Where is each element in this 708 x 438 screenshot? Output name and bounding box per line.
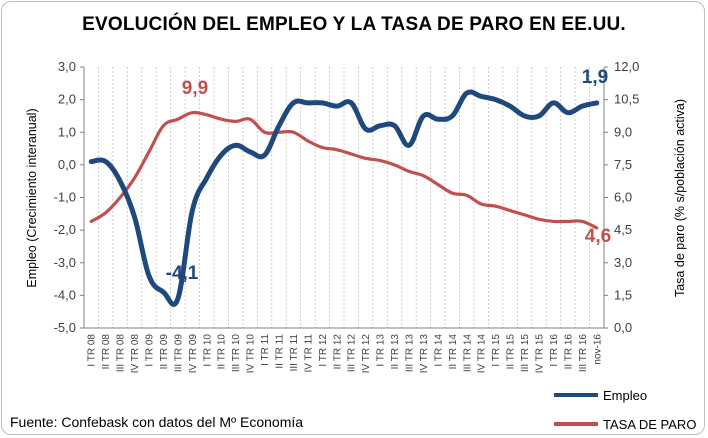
y2-axis-label: Tasa de paro (% s/población activa) <box>673 99 687 297</box>
x-tick-label: IV TR 08 <box>130 334 141 374</box>
annotation-paro-last: 4,6 <box>585 226 611 247</box>
legend: Empleo TASA DE PARO <box>554 388 696 432</box>
source-note: Fuente: Confebask con datos del Mº Econo… <box>10 414 304 430</box>
x-tick-label: II TR 13 <box>390 334 401 370</box>
y2-tick-label: 7,5 <box>614 157 632 172</box>
y-tick-label: -4,0 <box>54 287 76 302</box>
series-lines <box>88 89 600 307</box>
y2-tick-label: 1,5 <box>614 287 632 302</box>
x-tick-label: II TR 09 <box>159 334 170 370</box>
series-line-empleo <box>88 89 600 307</box>
y-tick-label: 1,0 <box>58 124 76 139</box>
x-tick-label: I TR 16 <box>549 334 560 367</box>
x-tick-label: IV TR 12 <box>361 334 372 374</box>
x-tick-label: III TR 16 <box>578 334 589 373</box>
annotation-empleo-last: 1,9 <box>582 67 608 88</box>
y-tick-label: -1,0 <box>54 190 76 205</box>
x-tick-label: IV TR 11 <box>303 334 314 373</box>
x-tick-label: III TR 13 <box>405 334 416 373</box>
y-tick-label: 2,0 <box>58 92 76 107</box>
x-tick-label: II TR 16 <box>563 334 574 370</box>
y2-tick-label: 10,5 <box>614 92 639 107</box>
x-tick-label: III TR 08 <box>116 334 127 373</box>
x-tick-label: II TR 08 <box>101 334 112 370</box>
y-tick-label: 3,0 <box>58 59 76 74</box>
x-tick-label: I TR 08 <box>87 334 98 367</box>
x-tick-label: I TR 11 <box>260 334 271 366</box>
x-tick-label: II TR 12 <box>332 334 343 370</box>
x-tick-label: IV TR 14 <box>477 334 488 374</box>
y2-tick-label: 4,5 <box>614 222 632 237</box>
series-line-paro <box>89 110 599 230</box>
y-axis-label: Empleo (Crecimiento interanual) <box>25 108 39 287</box>
y2-tick-label: 0,0 <box>614 320 632 335</box>
x-tick-label: III TR 15 <box>520 334 531 373</box>
y-tick-label: 0,0 <box>58 157 76 172</box>
annotations: 9,9 -4,1 1,9 4,6 <box>166 67 612 284</box>
x-tick-label: IV TR 13 <box>419 334 430 374</box>
annotation-paro-max: 9,9 <box>182 78 208 99</box>
right-axis-ticks: 12,0 10,5 9,0 7,5 6,0 4,5 3,0 1,5 0,0 <box>604 59 639 335</box>
x-tick-label: III TR 11 <box>289 334 300 372</box>
y-tick-label: -2,0 <box>54 222 76 237</box>
x-tick-label: IV TR 15 <box>535 334 546 374</box>
legend-label-paro: TASA DE PARO <box>603 417 696 432</box>
y2-tick-label: 9,0 <box>614 124 632 139</box>
left-axis-ticks: 3,0 2,0 1,0 0,0 -1,0 -2,0 -3,0 -4,0 -5,0 <box>54 59 84 335</box>
x-tick-label: IV TR 10 <box>246 334 257 374</box>
x-tick-label: II TR 14 <box>448 334 459 370</box>
chart-title: EVOLUCIÓN DEL EMPLEO Y LA TASA DE PARO E… <box>82 14 626 35</box>
y2-tick-label: 6,0 <box>614 190 632 205</box>
x-tick-label: IV TR 09 <box>188 334 199 374</box>
x-tick-label: III TR 14 <box>462 334 473 373</box>
y-tick-label: -5,0 <box>54 320 76 335</box>
x-tick-label: I TR 13 <box>376 334 387 367</box>
x-tick-label: I TR 12 <box>318 334 329 367</box>
y2-tick-label: 3,0 <box>614 255 632 270</box>
y-tick-label: -3,0 <box>54 255 76 270</box>
x-tick-label: II TR 15 <box>506 334 517 370</box>
x-tick-label: III TR 10 <box>231 334 242 373</box>
y2-tick-label: 12,0 <box>614 59 639 74</box>
x-tick-label: III TR 09 <box>173 334 184 373</box>
annotation-empleo-min: -4,1 <box>166 263 199 284</box>
x-tick-label: nov-16 <box>592 334 603 365</box>
x-tick-label: II TR 11 <box>275 334 286 369</box>
x-tick-label: I TR 15 <box>491 334 502 367</box>
x-tick-label: II TR 10 <box>217 334 228 370</box>
x-tick-label: III TR 12 <box>347 334 358 373</box>
x-axis-ticks: I TR 08 II TR 08 III TR 08 IV TR 08 I TR 09 I… <box>87 334 604 374</box>
x-tick-label: I TR 09 <box>145 334 156 367</box>
x-tick-label: I TR 14 <box>433 334 444 367</box>
legend-label-empleo: Empleo <box>603 388 647 403</box>
x-tick-label: I TR 10 <box>202 334 213 367</box>
